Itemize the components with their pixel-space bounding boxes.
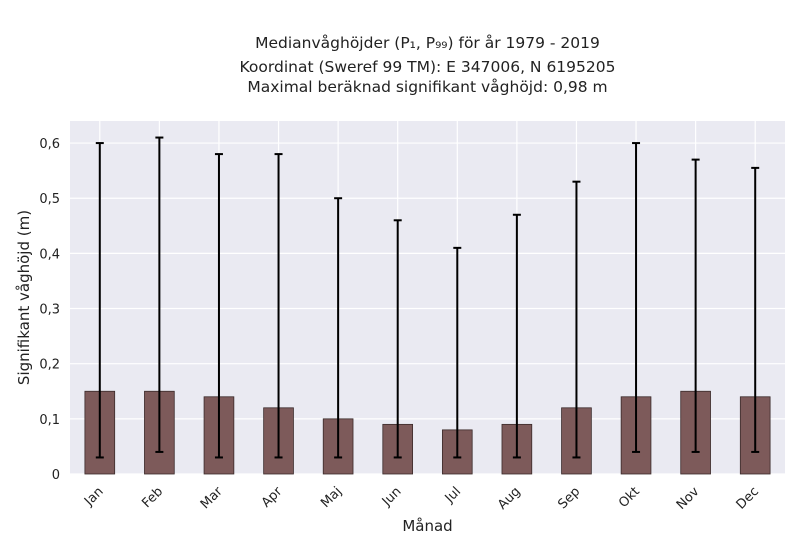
error-bars [95,136,760,459]
x-tick-label-feb: Feb [139,484,166,511]
y-tick-label: 0,1 [39,413,60,428]
x-tick-label-jan: Jan [81,484,106,509]
plot-area [70,121,785,474]
y-tick-label: 0,3 [39,303,60,318]
y-tick-label: 0,4 [39,247,60,262]
x-axis-label: Månad [402,517,452,535]
y-tick-label: 0,2 [39,358,60,373]
x-tick-label-maj: Maj [318,484,345,511]
y-tick-label: 0,5 [39,192,60,207]
x-tick-label-okt: Okt [616,484,643,511]
y-tick-label: 0 [52,468,60,483]
x-tick-label-apr: Apr [259,484,286,511]
x-tick-labels: Jan Feb Mar Apr Maj Jun Jul Aug Sep Okt Nov Dec [81,484,762,513]
x-tick-label-dec: Dec [734,484,762,512]
chart-title-line-2: Koordinat (Sweref 99 TM): E 347006, N 61… [239,58,616,76]
y-tick-label: 0,6 [39,137,60,152]
x-tick-label-jul: Jul [442,484,464,506]
y-axis-label: Signifikant våghöjd (m) [15,210,33,385]
x-tick-label-mar: Mar [198,484,226,512]
chart-title-line-3: Maximal beräknad signifikant våghöjd: 0,… [247,78,608,96]
x-tick-label-aug: Aug [495,484,524,513]
x-tick-label-nov: Nov [674,484,703,513]
chart-title-line-1: Medianvåghöjder (P₁, P₉₉) för år 1979 - … [255,34,600,52]
x-tick-label-jun: Jun [379,484,405,510]
x-tick-label-sep: Sep [555,484,583,512]
y-tick-labels: 0 0,1 0,2 0,3 0,4 0,5 0,6 [39,137,60,483]
